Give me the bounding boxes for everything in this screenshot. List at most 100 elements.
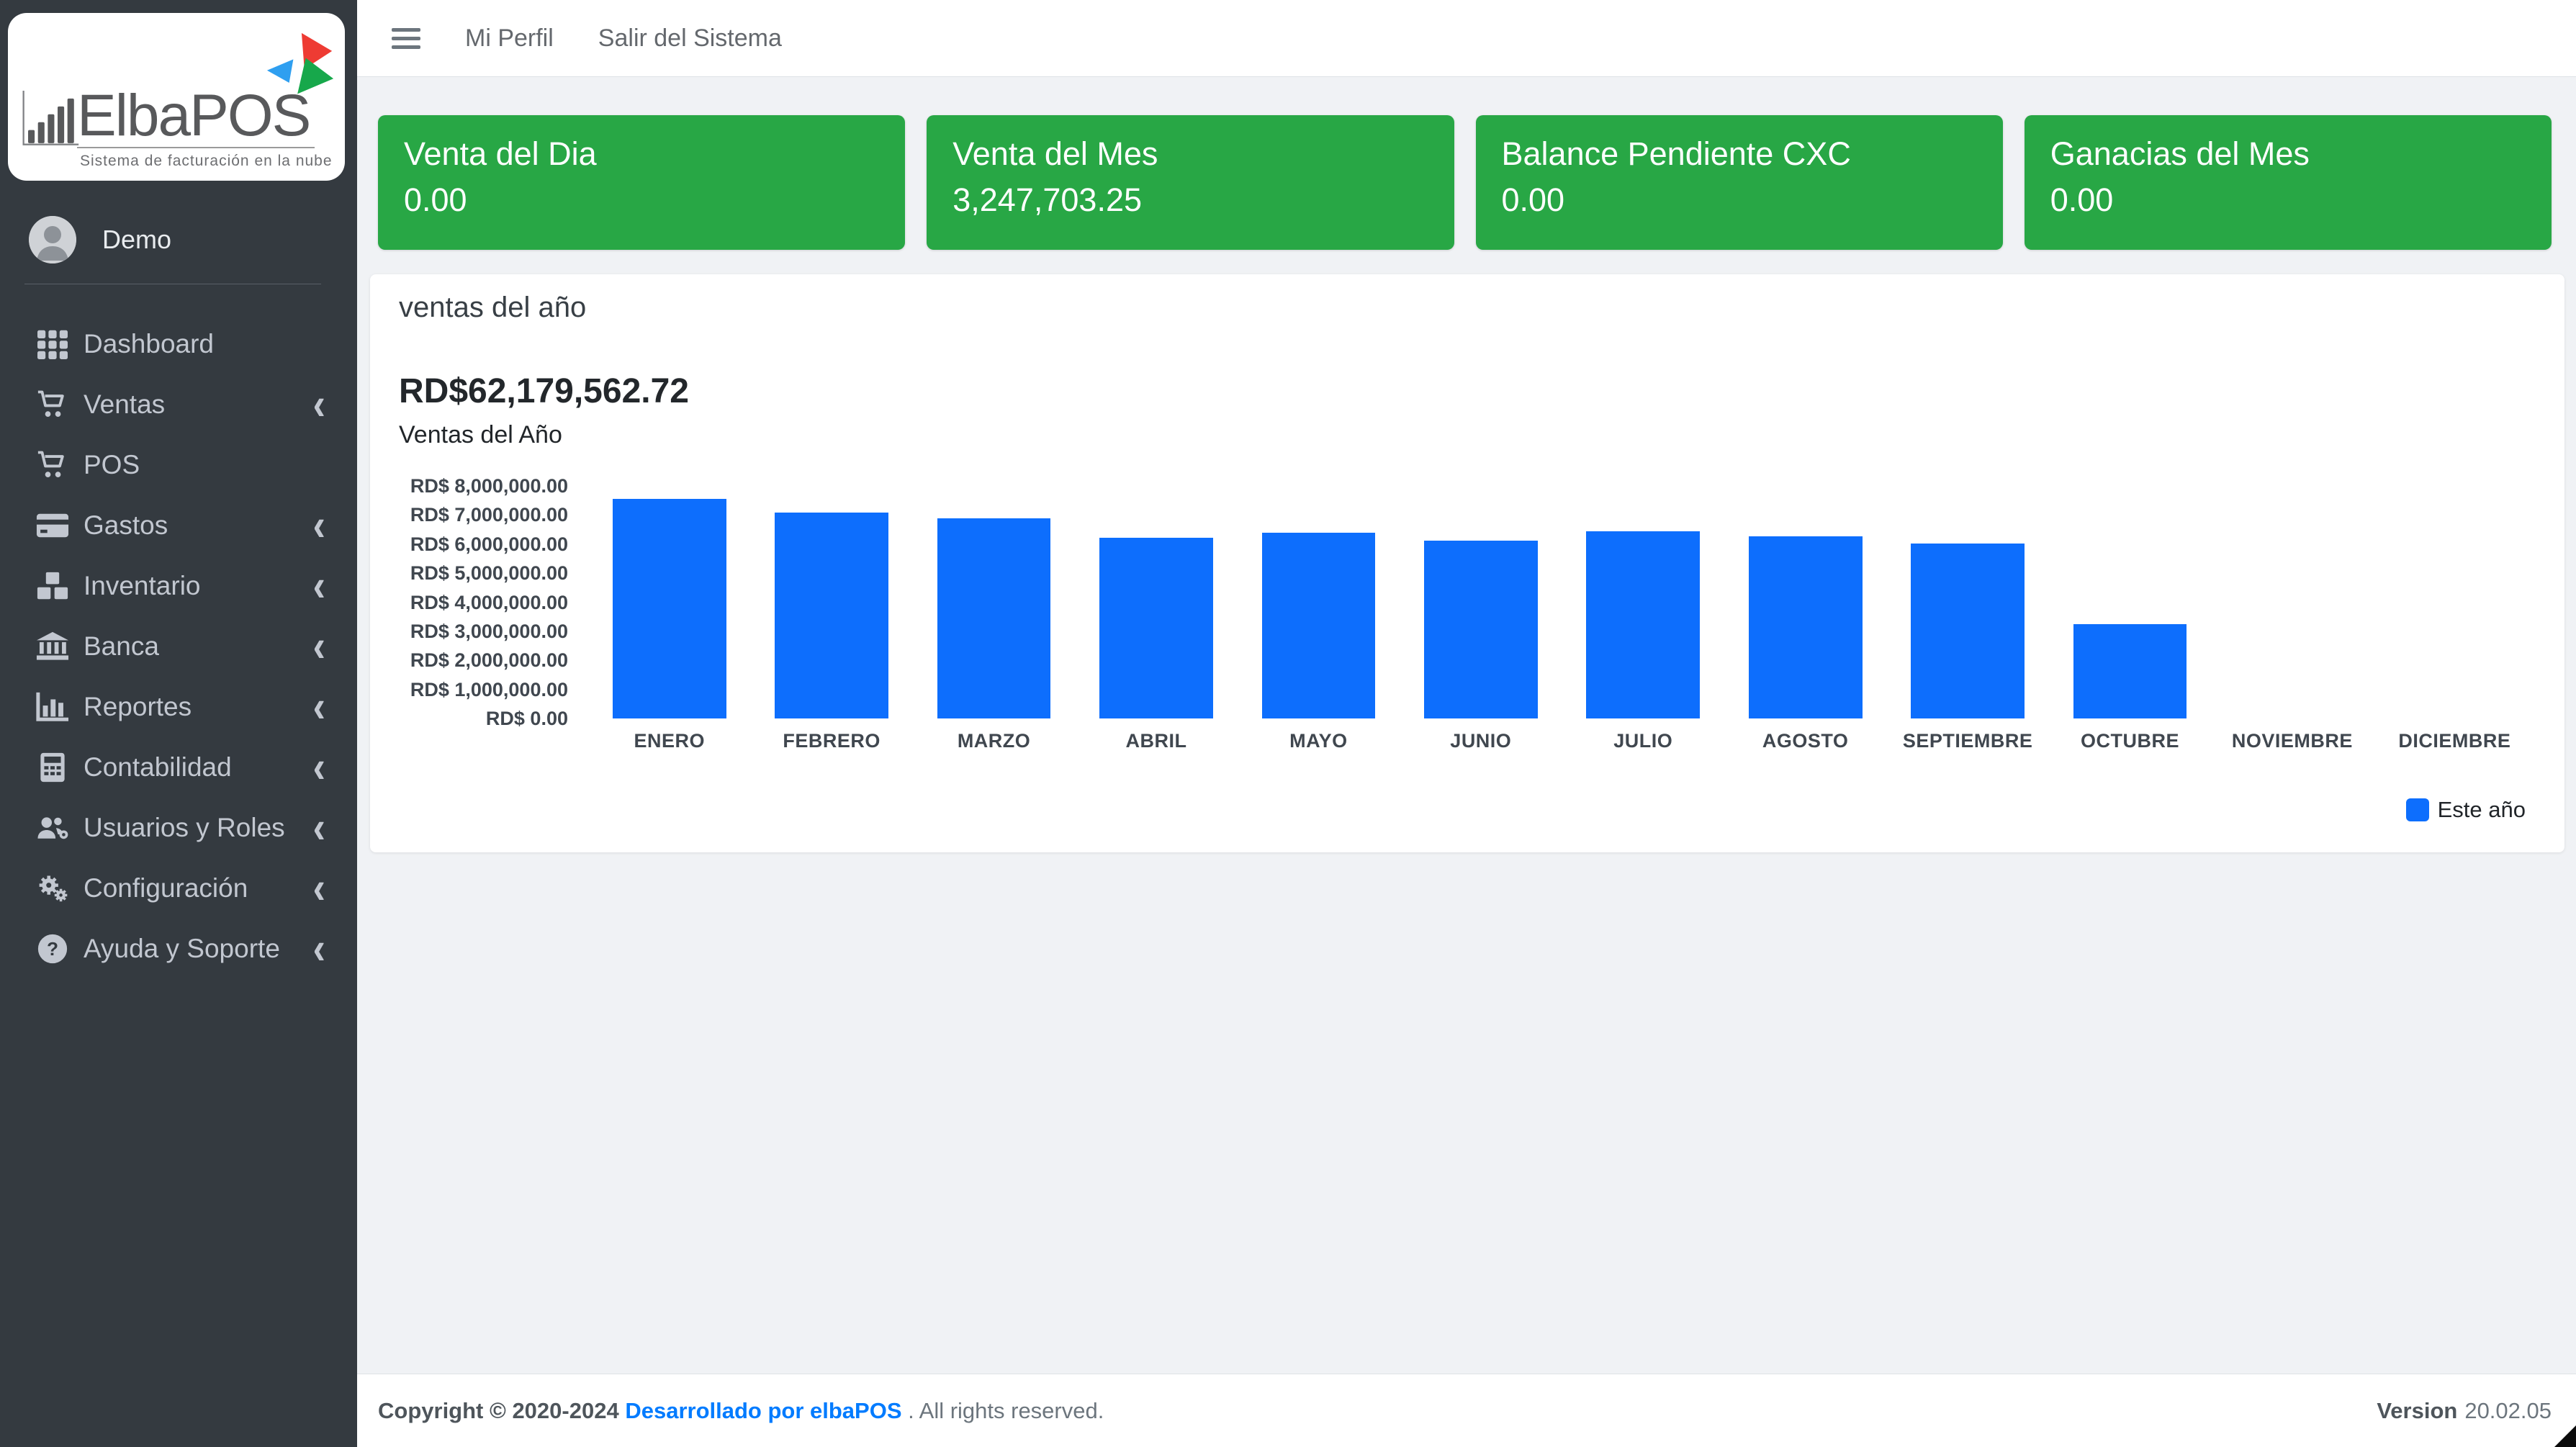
sidebar-item-ventas[interactable]: Ventas ‹ xyxy=(0,374,357,435)
legend-label[interactable]: Este año xyxy=(2437,797,2526,822)
sidebar-item-label: Configuración xyxy=(84,873,248,903)
sidebar-item-gastos[interactable]: Gastos ‹ xyxy=(0,495,357,556)
sidebar-menu: Dashboard Ventas ‹ POS Gastos ‹ Inventario ‹ Ban… xyxy=(0,314,357,979)
chart-slot-enero xyxy=(588,499,750,718)
sidebar-item-label: POS xyxy=(84,450,140,479)
footer-developer-link[interactable]: Desarrollado por elbaPOS xyxy=(625,1397,902,1423)
logo-triangles-icon xyxy=(266,32,335,101)
plot-area xyxy=(568,475,2536,718)
chevron-left-icon: ‹ xyxy=(312,803,325,853)
sidebar-item-usuarios-y-roles[interactable]: Usuarios y Roles ‹ xyxy=(0,798,357,858)
sidebar-item-label: Usuarios y Roles xyxy=(84,813,285,842)
sidebar-item-label: Inventario xyxy=(84,571,201,600)
sidebar-item-contabilidad[interactable]: Contabilidad ‹ xyxy=(0,737,357,798)
footer-rights: . All rights reserved. xyxy=(908,1397,1104,1423)
x-tick-marzo: MARZO xyxy=(957,730,1031,752)
y-tick: RD$ 3,000,000.00 xyxy=(410,620,568,642)
y-tick: RD$ 1,000,000.00 xyxy=(410,678,568,700)
y-tick: RD$ 0.00 xyxy=(485,708,568,729)
chart-legend: Este año xyxy=(399,797,2536,823)
version-number: 20.02.05 xyxy=(2464,1397,2552,1423)
app-tagline: Sistema de facturación en la nube xyxy=(80,153,333,169)
sidebar-item-label: Banca xyxy=(84,631,159,661)
chart: RD$ 8,000,000.00 RD$ 7,000,000.00 RD$ 6,00… xyxy=(399,475,2536,729)
y-tick: RD$ 7,000,000.00 xyxy=(410,504,568,526)
stat-card-value: 3,247,703.25 xyxy=(953,181,1142,218)
x-tick-julio: JULIO xyxy=(1613,730,1673,752)
stat-card-value: 0.00 xyxy=(1501,181,1565,218)
stat-cards-row: Venta del Dia 0.00 Venta del Mes 3,247,703.… xyxy=(378,115,2552,250)
stat-card-balance-pendiente-cxc: Balance Pendiente CXC 0.00 xyxy=(1475,115,2003,250)
sidebar-item-pos[interactable]: POS xyxy=(0,435,357,495)
chart-slot-junio xyxy=(1400,541,1562,718)
chart-bar-octubre xyxy=(2073,624,2187,718)
app-logo[interactable]: ElbaPOS Sistema de facturación en la nub… xyxy=(8,13,345,181)
y-axis: RD$ 8,000,000.00 RD$ 7,000,000.00 RD$ 6,00… xyxy=(399,475,568,729)
chart-bar-enero xyxy=(612,499,726,718)
x-tick-enero: ENERO xyxy=(634,730,705,752)
chart-bar-septiembre xyxy=(1911,544,2025,718)
sidebar-item-reportes[interactable]: Reportes ‹ xyxy=(0,677,357,737)
bank-icon xyxy=(36,631,84,662)
legend-swatch[interactable] xyxy=(2405,798,2429,821)
logo-underline xyxy=(77,147,315,148)
sidebar-item-dashboard[interactable]: Dashboard xyxy=(0,314,357,374)
stat-card-title: Venta del Mes xyxy=(953,135,1158,172)
x-tick-abril: ABRIL xyxy=(1125,730,1187,752)
topbar-link-salir-del-sistema[interactable]: Salir del Sistema xyxy=(598,24,782,52)
stat-card-value: 0.00 xyxy=(2050,181,2114,218)
chart-slot-mayo xyxy=(1238,533,1400,718)
x-axis: ENERO FEBRERO MARZO ABRIL MAYO JUNIO JULIO AGOS… xyxy=(588,730,2536,752)
cubes-icon xyxy=(36,571,84,601)
y-tick: RD$ 5,000,000.00 xyxy=(410,562,568,585)
x-tick-septiembre: SEPTIEMBRE xyxy=(1902,730,2033,752)
footer-copyright: Copyright © 2020-2024 xyxy=(378,1397,619,1423)
chevron-left-icon: ‹ xyxy=(312,500,325,551)
x-tick-junio: JUNIO xyxy=(1450,730,1512,752)
cart-icon xyxy=(36,389,84,420)
stat-card-title: Ganacias del Mes xyxy=(2050,135,2310,172)
sidebar-item-label: Gastos xyxy=(84,510,168,540)
stat-card-title: Venta del Dia xyxy=(404,135,597,172)
bar-chart-icon xyxy=(36,692,84,722)
chart-slot-julio xyxy=(1562,531,1724,718)
chart-bar-febrero xyxy=(775,513,889,718)
user-avatar xyxy=(29,216,76,263)
user-name: Demo xyxy=(102,225,172,254)
users-gear-icon xyxy=(36,813,84,843)
calculator-icon xyxy=(36,752,84,783)
stat-card-ganacias-del-mes: Ganacias del Mes 0.00 xyxy=(2024,115,2552,250)
chevron-left-icon: ‹ xyxy=(312,742,325,793)
x-tick-octubre: OCTUBRE xyxy=(2081,730,2179,752)
sidebar-item-inventario[interactable]: Inventario ‹ xyxy=(0,556,357,616)
sidebar-item-label: Dashboard xyxy=(84,329,215,359)
sidebar-item-label: Ayuda y Soporte xyxy=(84,934,280,963)
chart-slot-marzo xyxy=(913,518,1075,718)
x-tick-noviembre: NOVIEMBRE xyxy=(2231,730,2353,752)
chart-total: RD$62,179,562.72 xyxy=(399,372,689,410)
stat-card-title: Balance Pendiente CXC xyxy=(1501,135,1851,172)
sidebar-item-configuracion[interactable]: Configuración ‹ xyxy=(0,858,357,919)
version-label: Version xyxy=(2377,1397,2458,1423)
sidebar-item-banca[interactable]: Banca ‹ xyxy=(0,616,357,677)
chart-bar-abril xyxy=(1099,538,1213,718)
chart-subtitle: Ventas del Año xyxy=(399,421,562,448)
topbar-link-mi-perfil[interactable]: Mi Perfil xyxy=(465,24,554,52)
user-panel: Demo xyxy=(29,216,171,263)
chevron-left-icon: ‹ xyxy=(312,621,325,672)
y-tick: RD$ 4,000,000.00 xyxy=(410,591,568,613)
sidebar-item-ayuda-y-soporte[interactable]: ? Ayuda y Soporte ‹ xyxy=(0,919,357,979)
y-tick: RD$ 8,000,000.00 xyxy=(410,475,568,497)
x-tick-mayo: MAYO xyxy=(1289,730,1348,752)
topbar-links: Mi Perfil Salir del Sistema xyxy=(420,24,782,53)
footer: Copyright © 2020-2024 Desarrollado por e… xyxy=(357,1374,2576,1447)
chevron-left-icon: ‹ xyxy=(312,379,325,430)
chevron-left-icon: ‹ xyxy=(312,561,325,611)
chart-slot-octubre xyxy=(2049,624,2211,718)
hamburger-menu-icon[interactable] xyxy=(392,23,420,54)
logo-bars-icon xyxy=(21,91,80,153)
grid-icon xyxy=(36,329,84,359)
sidebar: ElbaPOS Sistema de facturación en la nub… xyxy=(0,0,357,1447)
topbar: Mi Perfil Salir del Sistema xyxy=(357,0,2576,77)
x-tick-diciembre: DICIEMBRE xyxy=(2398,730,2511,752)
